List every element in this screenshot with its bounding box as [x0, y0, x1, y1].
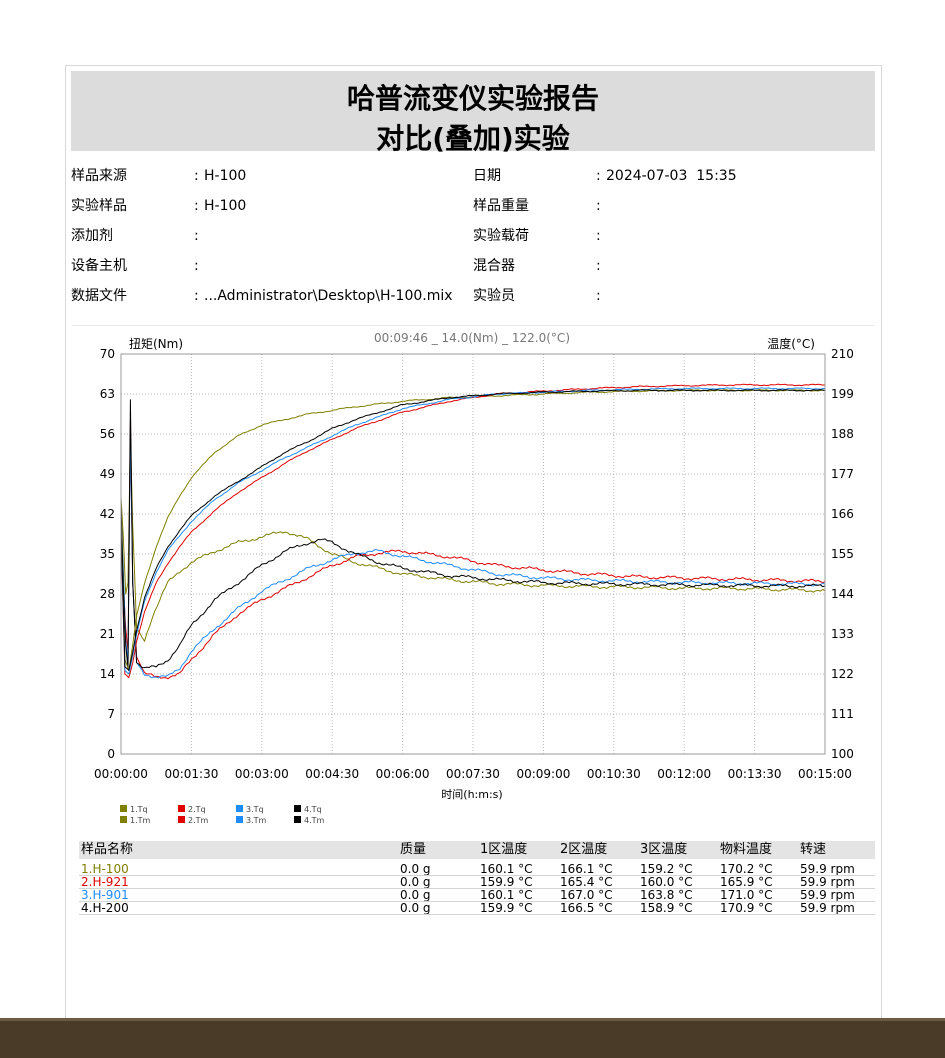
- info-label-mixer: 混合器: [473, 258, 515, 274]
- table-cell-sample-name: 1.H-100: [81, 862, 129, 876]
- info-colon: :: [596, 198, 601, 214]
- table-cell: 159.2 °C: [640, 862, 693, 876]
- table-row-divider: [79, 914, 875, 915]
- table-cell: 160.0 °C: [640, 875, 693, 889]
- info-colon: :: [194, 288, 199, 304]
- table-cell: 59.9 rpm: [800, 875, 855, 889]
- window-footer-bar: [0, 1018, 945, 1058]
- info-colon: :: [596, 288, 601, 304]
- info-label-sample-weight: 样品重量: [473, 198, 529, 214]
- report-title: 哈普流变仪实验报告: [346, 82, 599, 115]
- info-colon: :: [194, 168, 199, 184]
- report-header: 哈普流变仪实验报告 对比(叠加)实验: [71, 71, 875, 155]
- info-label-load: 实验载荷: [473, 228, 529, 244]
- table-header-cell: 3区温度: [640, 842, 688, 857]
- info-label-additive: 添加剂: [71, 228, 113, 244]
- info-value-date: 2024-07-03 15:35: [606, 168, 737, 184]
- table-header-cell: 2区温度: [560, 842, 608, 857]
- info-colon: :: [596, 228, 601, 244]
- report-subtitle: 对比(叠加)实验: [376, 122, 570, 155]
- table-header-cell: 物料温度: [720, 842, 773, 857]
- info-value-sample-source: H-100: [204, 168, 247, 184]
- table-cell-sample-name: 4.H-200: [81, 901, 129, 915]
- table-cell-sample-name: 2.H-921: [81, 875, 129, 889]
- table-cell: 0.0 g: [400, 888, 431, 902]
- info-colon: :: [194, 228, 199, 244]
- table-cell: 159.9 °C: [480, 901, 533, 915]
- info-label-test-sample: 实验样品: [71, 198, 127, 214]
- info-label-data-file: 数据文件: [71, 288, 127, 304]
- table-cell: 165.4 °C: [560, 875, 613, 889]
- table-cell: 0.0 g: [400, 875, 431, 889]
- table-header-cell: 1区温度: [480, 842, 528, 857]
- info-value-data-file: ...Administrator\Desktop\H-100.mix: [204, 288, 453, 304]
- info-label-operator: 实验员: [473, 288, 515, 304]
- table-header: 样品名称 质量 1区温度 2区温度 3区温度 物料温度 转速: [79, 841, 875, 859]
- table-cell: 59.9 rpm: [800, 888, 855, 902]
- table-header-cell: 质量: [400, 842, 427, 857]
- table-cell: 59.9 rpm: [800, 901, 855, 915]
- table-cell-sample-name: 3.H-901: [81, 888, 129, 902]
- info-colon: :: [596, 168, 601, 184]
- section-divider: [71, 325, 875, 326]
- info-label-date: 日期: [473, 168, 501, 184]
- table-header-cell: 转速: [800, 842, 827, 857]
- table-cell: 170.9 °C: [720, 901, 773, 915]
- table-cell: 167.0 °C: [560, 888, 613, 902]
- table-cell: 160.1 °C: [480, 862, 533, 876]
- info-colon: :: [596, 258, 601, 274]
- info-label-host: 设备主机: [71, 258, 127, 274]
- table-row-divider: [79, 901, 875, 902]
- table-header-cell: 样品名称: [81, 842, 134, 857]
- table-cell: 166.1 °C: [560, 862, 613, 876]
- table-cell: 166.5 °C: [560, 901, 613, 915]
- info-colon: :: [194, 258, 199, 274]
- table-row-divider: [79, 888, 875, 889]
- table-cell: 171.0 °C: [720, 888, 773, 902]
- table-cell: 159.9 °C: [480, 875, 533, 889]
- info-label-sample-source: 样品来源: [71, 168, 127, 184]
- table-row-divider: [79, 875, 875, 876]
- table-cell: 59.9 rpm: [800, 862, 855, 876]
- report-page: 哈普流变仪实验报告 对比(叠加)实验 样品来源 : H-100 实验样品 : H…: [65, 65, 882, 1026]
- table-cell: 0.0 g: [400, 862, 431, 876]
- table-cell: 158.9 °C: [640, 901, 693, 915]
- table-cell: 160.1 °C: [480, 888, 533, 902]
- table-cell: 163.8 °C: [640, 888, 693, 902]
- info-value-test-sample: H-100: [204, 198, 247, 214]
- table-cell: 170.2 °C: [720, 862, 773, 876]
- info-colon: :: [194, 198, 199, 214]
- table-cell: 165.9 °C: [720, 875, 773, 889]
- table-cell: 0.0 g: [400, 901, 431, 915]
